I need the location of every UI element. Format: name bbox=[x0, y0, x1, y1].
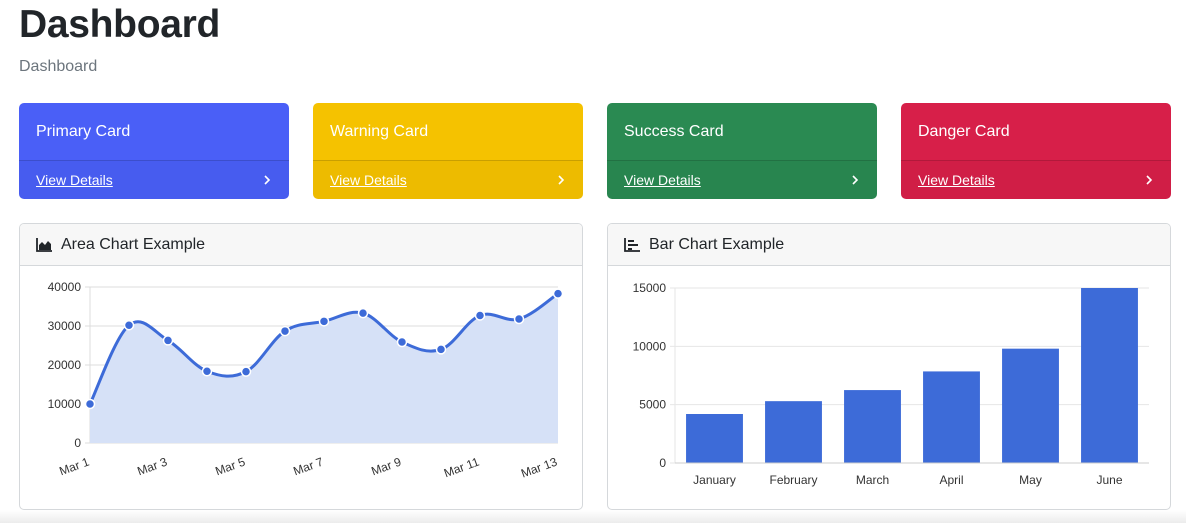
bar-x-tick-label: March bbox=[856, 473, 889, 487]
primary-card-title: Primary Card bbox=[36, 122, 131, 140]
area-x-tick-label: Mar 5 bbox=[213, 455, 247, 479]
bar-y-tick-label: 0 bbox=[659, 456, 666, 470]
bar-x-tick-label: April bbox=[939, 473, 963, 487]
area-x-tick-label: Mar 7 bbox=[291, 455, 325, 479]
bar-may bbox=[1002, 348, 1059, 463]
area-data-point bbox=[279, 325, 291, 337]
area-data-point bbox=[435, 344, 447, 355]
area-x-tick-label: Mar 3 bbox=[135, 455, 169, 479]
bar-chart-header: Bar Chart Example bbox=[608, 224, 1170, 266]
bar-june bbox=[1081, 288, 1138, 463]
bar-y-tick-label: 5000 bbox=[639, 398, 666, 412]
area-data-point bbox=[240, 366, 252, 377]
primary-card-footer[interactable]: View Details bbox=[19, 160, 289, 199]
danger-card-title: Danger Card bbox=[918, 122, 1010, 140]
danger-card: Danger Card View Details bbox=[901, 103, 1171, 199]
bar-chart-title: Bar Chart Example bbox=[649, 235, 785, 253]
area-chart-header: Area Chart Example bbox=[20, 224, 582, 266]
chevron-right-icon[interactable] bbox=[850, 175, 860, 185]
area-chart: 0 10000 20000 30000 40000 Mar 1 Mar 3 Mar 5 Mar … bbox=[48, 280, 564, 481]
bar-chart-icon bbox=[624, 237, 640, 252]
area-y-tick-label: 20000 bbox=[48, 358, 82, 372]
area-data-point bbox=[396, 336, 408, 348]
bar-x-tick-label: January bbox=[693, 473, 736, 487]
page-bottom-shade bbox=[0, 510, 1186, 523]
area-y-tick-label: 40000 bbox=[48, 280, 82, 294]
success-card-footer[interactable]: View Details bbox=[607, 160, 877, 199]
area-x-tick-label: Mar 13 bbox=[519, 455, 559, 481]
page-title: Dashboard bbox=[19, 3, 221, 46]
success-card-title: Success Card bbox=[624, 122, 724, 140]
area-data-point bbox=[162, 335, 174, 346]
warning-card-footer[interactable]: View Details bbox=[313, 160, 583, 199]
bar-y-tick-label: 10000 bbox=[633, 339, 667, 353]
area-y-tick-label: 0 bbox=[74, 436, 81, 450]
breadcrumb: Dashboard bbox=[19, 58, 98, 75]
chevron-right-icon[interactable] bbox=[556, 175, 566, 185]
bar-y-tick-label: 15000 bbox=[633, 281, 667, 295]
bar-x-tick-label: May bbox=[1019, 473, 1042, 487]
warning-card: Warning Card View Details bbox=[313, 103, 583, 199]
danger-card-view-details-link[interactable]: View Details bbox=[918, 172, 995, 188]
primary-card: Primary Card View Details bbox=[19, 103, 289, 199]
area-data-point bbox=[318, 316, 330, 327]
success-card: Success Card View Details bbox=[607, 103, 877, 199]
area-data-point bbox=[552, 288, 564, 299]
chevron-right-icon[interactable] bbox=[262, 175, 272, 185]
area-x-tick-label: Mar 1 bbox=[57, 455, 91, 479]
area-data-point bbox=[357, 307, 369, 319]
bar-chart-panel: Bar Chart Example 0 5000 10000 15000 January… bbox=[607, 223, 1171, 510]
area-data-point bbox=[84, 398, 96, 410]
area-chart-panel: Area Chart Example 0 10000 20000 30000 40000… bbox=[19, 223, 583, 510]
chevron-right-icon[interactable] bbox=[1144, 175, 1154, 185]
area-y-tick-label: 10000 bbox=[48, 397, 82, 411]
bar-chart: 0 5000 10000 15000 January February March April… bbox=[633, 281, 1149, 487]
bar-x-tick-label: February bbox=[769, 473, 817, 487]
area-fill bbox=[90, 293, 558, 443]
bar-march bbox=[844, 390, 901, 463]
warning-card-view-details-link[interactable]: View Details bbox=[330, 172, 407, 188]
area-chart-icon bbox=[36, 237, 52, 252]
bar-april bbox=[923, 371, 980, 463]
area-y-tick-label: 30000 bbox=[48, 319, 82, 333]
danger-card-footer[interactable]: View Details bbox=[901, 160, 1171, 199]
bar-february bbox=[765, 401, 822, 463]
success-card-view-details-link[interactable]: View Details bbox=[624, 172, 701, 188]
bar-january bbox=[686, 414, 743, 463]
warning-card-title: Warning Card bbox=[330, 122, 429, 140]
area-data-point bbox=[513, 313, 525, 325]
area-data-point bbox=[123, 319, 135, 331]
primary-card-view-details-link[interactable]: View Details bbox=[36, 172, 113, 188]
area-x-tick-label: Mar 9 bbox=[369, 455, 403, 479]
bar-x-tick-label: June bbox=[1096, 473, 1122, 487]
area-chart-title: Area Chart Example bbox=[61, 235, 206, 253]
area-x-tick-label: Mar 11 bbox=[442, 455, 481, 481]
area-data-point bbox=[201, 365, 213, 377]
area-data-point bbox=[474, 310, 486, 321]
